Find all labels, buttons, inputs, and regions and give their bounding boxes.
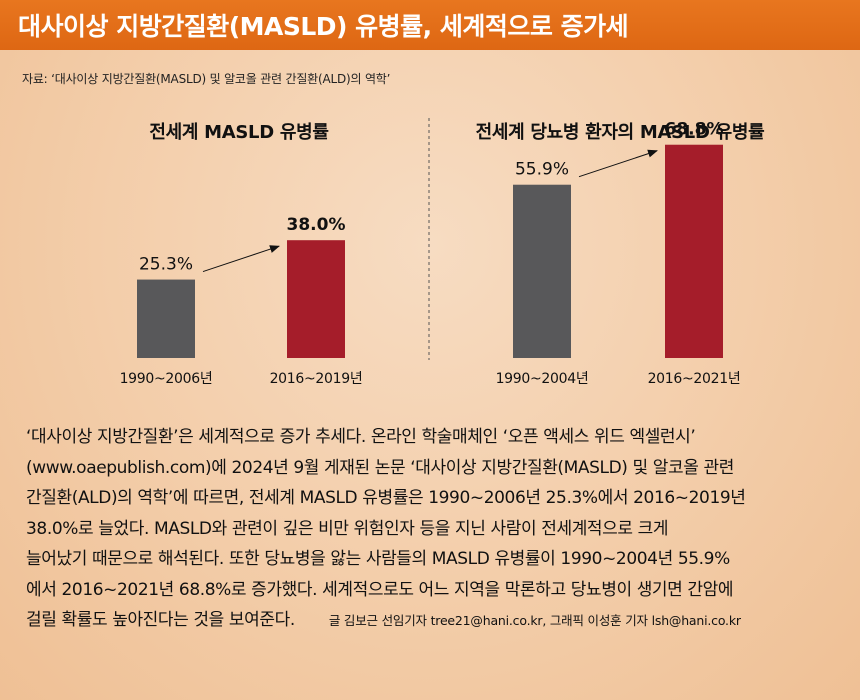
article-body: ‘대사이상 지방간질환’은 세계적으로 증가 추세다. 온라인 학술매체인 ‘오… [26, 422, 846, 637]
article-line: ‘대사이상 지방간질환’은 세계적으로 증가 추세다. 온라인 학술매체인 ‘오… [26, 427, 696, 447]
source-note: 자료: ‘대사이상 지방간질환(MASLD) 및 알코올 관련 간질환(ALD)… [22, 72, 391, 86]
article-line: 간질환(ALD)의 역학’에 따르면, 전세계 MASLD 유병률은 1990~… [26, 488, 746, 508]
article-line: 에서 2016~2021년 68.8%로 증가했다. 세계적으로도 어느 지역을… [26, 579, 734, 600]
chart-title-global: 전세계 MASLD 유병률 [149, 122, 329, 143]
category-label: 1990~2004년 [496, 371, 589, 387]
trend-arrow [202, 245, 280, 273]
article-line: (www.oaepublish.com)에 2024년 9월 게재된 논문 ‘대… [26, 457, 734, 478]
header-banner: 대사이상 지방간질환(MASLD) 유병률, 세계적으로 증가세 [0, 0, 860, 50]
data-label: 68.8% [665, 120, 724, 140]
bar-charts: 25.3% 1990~2006년 38.0% 2016~2019년 55.9% 1990~… [120, 118, 741, 387]
trend-arrow [578, 149, 658, 178]
data-label: 55.9% [515, 160, 569, 180]
category-label: 2016~2019년 [270, 371, 363, 387]
article-line-last: 걸릴 확률도 높아진다는 것을 보여준다. 글 김보근 선임기자 tree21@h… [26, 605, 846, 637]
data-label: 38.0% [287, 215, 346, 235]
bar [287, 240, 345, 358]
page-title: 대사이상 지방간질환(MASLD) 유병률, 세계적으로 증가세 [18, 12, 629, 41]
category-label: 1990~2006년 [120, 371, 213, 387]
data-label: 25.3% [139, 255, 193, 275]
article-line: 걸릴 확률도 높아진다는 것을 보여준다. [26, 610, 295, 630]
bar [665, 144, 723, 358]
byline-credit: 글 김보근 선임기자 tree21@hani.co.kr, 그래픽 이성훈 기자… [328, 613, 741, 628]
article-line: 늘어났기 때문으로 해석된다. 또한 당뇨병을 앓는 사람들의 MASLD 유병… [26, 549, 730, 569]
bar [137, 279, 195, 358]
chart-title-diabetes: 전세계 당뇨병 환자의 MASLD 유병률 [475, 122, 765, 143]
category-label: 2016~2021년 [648, 371, 741, 387]
article-line: 38.0%로 늘었다. MASLD와 관련이 깊은 비만 위험인자 등을 지닌 … [26, 518, 669, 539]
bar [513, 184, 571, 358]
